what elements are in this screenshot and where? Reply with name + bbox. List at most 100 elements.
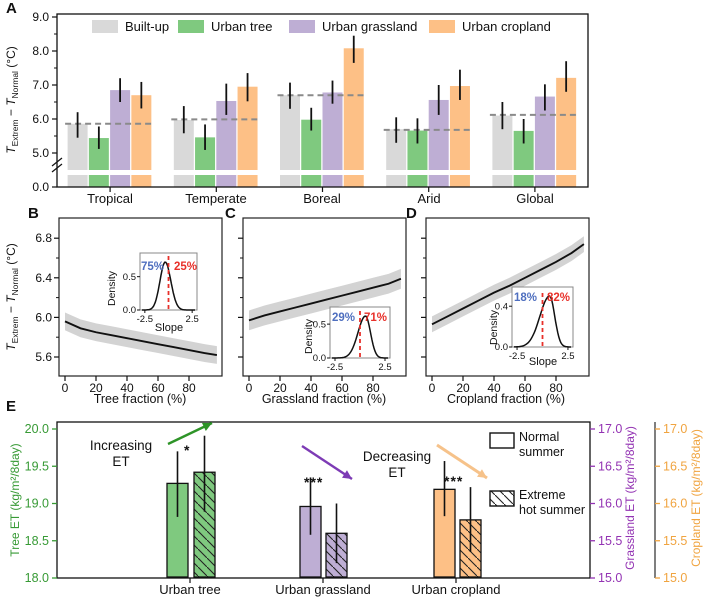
panel-e: 20.0 19.5 19.0 18.5 18.0 Tree ET (kg/m²/8day)… (8, 421, 703, 585)
svg-text:19.5: 19.5 (25, 459, 49, 473)
inset-c-pct-negative: 29% (332, 312, 356, 324)
legend-item-urban-cropland: Urban cropland (429, 18, 551, 34)
panel-b-label: B (28, 205, 39, 222)
svg-text:16.0: 16.0 (598, 497, 622, 511)
panel-c-label: C (225, 205, 236, 222)
normal-summer-swatch (489, 432, 515, 449)
tree-fraction-axis-title: Tree fraction (%) (93, 392, 187, 406)
svg-text:2.5: 2.5 (561, 351, 574, 362)
svg-text:16.0: 16.0 (663, 497, 687, 511)
inset-b-slope-label: Slope (154, 322, 184, 334)
svg-text:60: 60 (151, 381, 165, 395)
svg-text:2.5: 2.5 (378, 362, 391, 373)
svg-text:60: 60 (518, 381, 532, 395)
svg-text:8.0: 8.0 (32, 44, 49, 58)
category-tropical: Tropical (87, 191, 133, 206)
inset-d-pct-negative: 18% (514, 292, 538, 304)
svg-text:15.0: 15.0 (663, 571, 687, 585)
svg-text:40: 40 (120, 381, 134, 395)
category-urban-tree: Urban tree (159, 582, 221, 597)
extreme-summer-legend-label: Extreme hot summer (519, 488, 585, 517)
svg-text:-2.5: -2.5 (137, 314, 153, 325)
urban-tree-swatch (178, 19, 204, 33)
panel-a-label: A (6, 0, 17, 17)
svg-text:-2.5: -2.5 (509, 351, 525, 362)
svg-text:0.4: 0.4 (495, 302, 508, 313)
decreasing-et-annotation: Decreasing ET (362, 449, 432, 480)
grassland-fraction-axis-title: Grassland fraction (%) (261, 392, 387, 406)
svg-text:20: 20 (456, 381, 470, 395)
panel-b: 5.6 6.0 6.4 6.8 0 20 40 60 80 TExtrem − TNormal (… (4, 217, 223, 395)
grassland-et-axis-title: Grassland ET (kg/m²/8day) (623, 426, 637, 570)
svg-text:0.0: 0.0 (495, 342, 508, 353)
inset-c-pct-positive: 71% (364, 312, 388, 324)
panel-d-label: D (406, 205, 417, 222)
category-boreal: Boreal (303, 191, 341, 206)
t-extrem-minus-t-normal-axis-title: TExtrem − TNormal (°C) (4, 243, 20, 351)
svg-text:0: 0 (246, 381, 253, 395)
svg-text:6.0: 6.0 (32, 112, 49, 126)
category-arid: Arid (417, 191, 441, 206)
t-extrem-minus-t-normal-axis-title: TExtrem − TNormal (°C) (4, 46, 20, 154)
svg-text:18.5: 18.5 (25, 534, 49, 548)
legend-item-urban-tree: Urban tree (178, 18, 272, 34)
svg-text:17.0: 17.0 (663, 422, 687, 436)
svg-text:15.5: 15.5 (663, 534, 687, 548)
svg-text:2.5: 2.5 (186, 314, 199, 325)
cropland-significance: *** (444, 473, 464, 489)
svg-text:40: 40 (304, 381, 318, 395)
svg-text:6.8: 6.8 (35, 231, 52, 245)
inset-d-density-label: Density (488, 309, 500, 345)
svg-text:80: 80 (182, 381, 196, 395)
panel-a: TExtrem − TNormal (°C) 9.0 8.0 7.0 6.0 5.0 0.0 (4, 10, 589, 194)
svg-text:16.5: 16.5 (598, 459, 622, 473)
svg-text:0: 0 (429, 381, 436, 395)
svg-text:17.0: 17.0 (598, 422, 622, 436)
urban-grassland-label: Urban grassland (322, 18, 418, 34)
svg-text:15.5: 15.5 (598, 534, 622, 548)
svg-text:80: 80 (549, 381, 563, 395)
svg-text:15.0: 15.0 (598, 571, 622, 585)
legend-item-urban-grassland: Urban grassland (289, 18, 417, 34)
category-global: Global (516, 191, 554, 206)
cropland-et-axis-title: Cropland ET (kg/m²/8day) (689, 429, 703, 567)
svg-text:20.0: 20.0 (25, 422, 49, 436)
svg-text:9.0: 9.0 (32, 10, 49, 24)
svg-text:0.5: 0.5 (313, 320, 326, 331)
svg-text:60: 60 (335, 381, 349, 395)
tree-et-axis-title: Tree ET (kg/m²/8day) (8, 443, 22, 556)
tree-significance: * (184, 442, 191, 458)
svg-text:20: 20 (89, 381, 103, 395)
normal-summer-legend-label: Normal summer (519, 430, 565, 459)
svg-text:20: 20 (273, 381, 287, 395)
svg-text:6.0: 6.0 (35, 310, 52, 324)
svg-text:19.0: 19.0 (25, 497, 49, 511)
svg-text:0.5: 0.5 (123, 272, 136, 283)
svg-text:0.0: 0.0 (123, 305, 136, 316)
svg-text:5.0: 5.0 (32, 146, 49, 160)
svg-text:5.6: 5.6 (35, 350, 52, 364)
category-temperate: Temperate (185, 191, 247, 206)
grassland-significance: *** (304, 474, 324, 490)
svg-text:40: 40 (487, 381, 501, 395)
panel-d: 0 20 40 60 80 0.4 0.0-2.5 2.5 (421, 217, 590, 395)
category-urban-cropland: Urban cropland (411, 582, 501, 597)
built-up-label: Built-up (125, 18, 170, 34)
legend-item-built-up: Built-up (92, 18, 169, 34)
urban-grassland-swatch (289, 19, 315, 33)
built-up-swatch (92, 19, 118, 33)
svg-text:18.0: 18.0 (25, 571, 49, 585)
svg-text:-2.5: -2.5 (327, 362, 343, 373)
inset-b-pct-positive: 25% (174, 261, 198, 273)
svg-text:80: 80 (366, 381, 380, 395)
svg-text:0.0: 0.0 (313, 353, 326, 364)
inset-d-slope-label: Slope (528, 356, 558, 368)
svg-text:7.0: 7.0 (32, 78, 49, 92)
urban-tree-label: Urban tree (211, 18, 273, 34)
panel-e-label: E (6, 398, 17, 415)
svg-text:6.4: 6.4 (35, 271, 52, 285)
panel-c: 0 20 40 60 80 0.5 0.0-2.5 2.5 (238, 217, 407, 395)
urban-cropland-swatch (429, 19, 455, 33)
